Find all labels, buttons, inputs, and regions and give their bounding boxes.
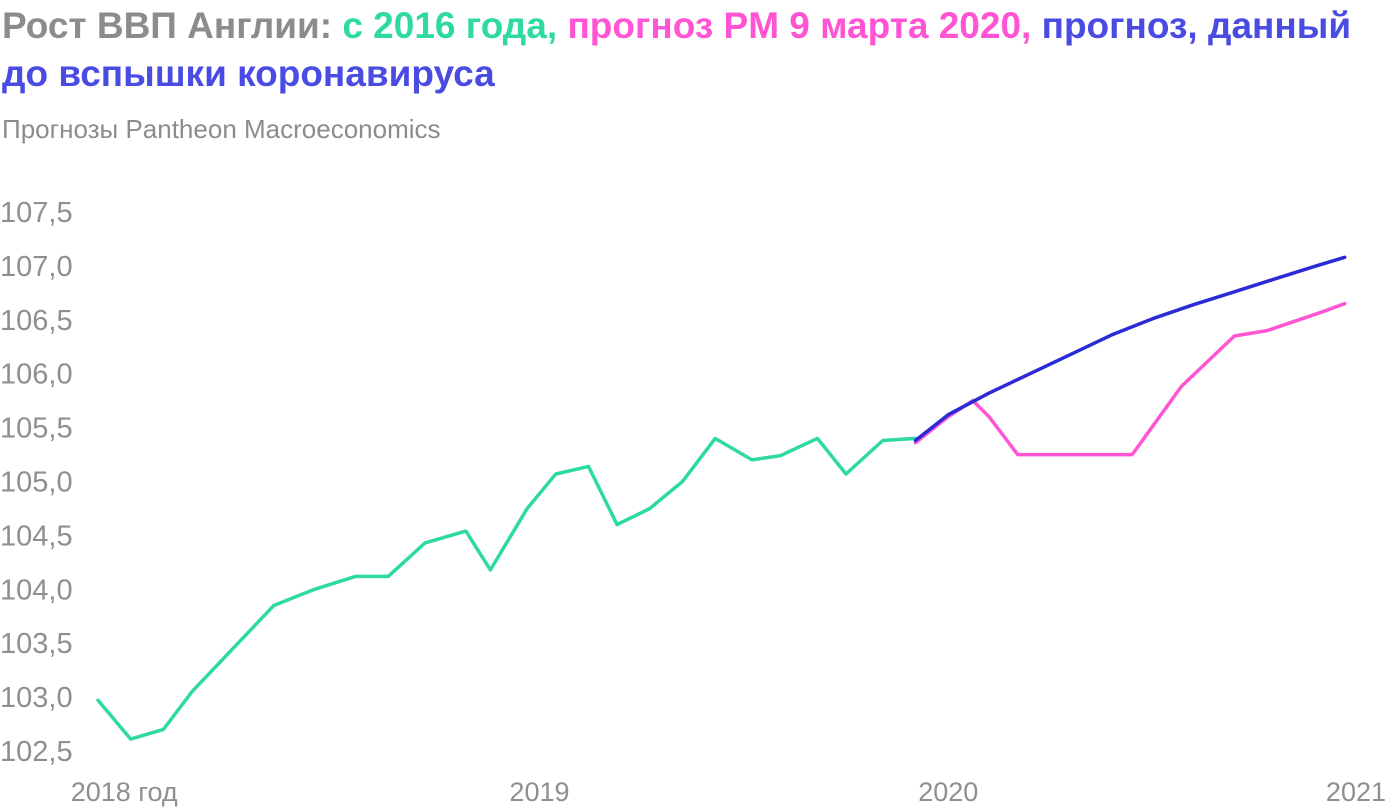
y-tick-label: 103,5	[0, 628, 73, 660]
y-tick-label: 105,5	[0, 413, 73, 445]
chart-subtitle: Прогнозы Pantheon Macroeconomics	[2, 114, 441, 144]
y-tick-label: 104,0	[0, 574, 73, 606]
y-tick-label: 103,0	[0, 682, 73, 714]
y-tick-label: 104,5	[0, 520, 73, 552]
chart-title: Рост ВВП Англии: с 2016 года, прогноз PM…	[2, 2, 1392, 98]
title-part-since-2016: с 2016 года,	[342, 5, 558, 46]
y-tick-label: 107,5	[0, 197, 73, 229]
y-tick-label: 106,5	[0, 305, 73, 337]
series-line-actual	[96, 436, 918, 741]
title-part-pre-covid-forecast: прогноз, данный до вспышки коронавируса	[2, 5, 1352, 94]
x-tick-label: 2021	[1326, 777, 1386, 807]
series-line-pre-covid-forecast	[913, 255, 1347, 443]
y-tick-label: 105,0	[0, 467, 73, 499]
x-tick-label: 2019	[509, 777, 569, 807]
x-tick-label: 2018 год	[71, 777, 178, 807]
series-lines	[96, 255, 1347, 741]
y-tick-label: 106,0	[0, 359, 73, 391]
x-tick-label: 2020	[918, 777, 978, 807]
title-part-pm-forecast: прогноз PM 9 марта 2020,	[567, 5, 1032, 46]
y-tick-label: 102,5	[0, 736, 73, 768]
y-axis: 102,5 103,0 103,5 104,0 104,5 105,0 105,5 106,0…	[0, 197, 73, 768]
x-axis: 2018 год 2019 2020 2021	[71, 777, 1386, 807]
title-part-gdp: Рост ВВП Англии:	[2, 5, 333, 46]
y-tick-label: 107,0	[0, 251, 73, 283]
